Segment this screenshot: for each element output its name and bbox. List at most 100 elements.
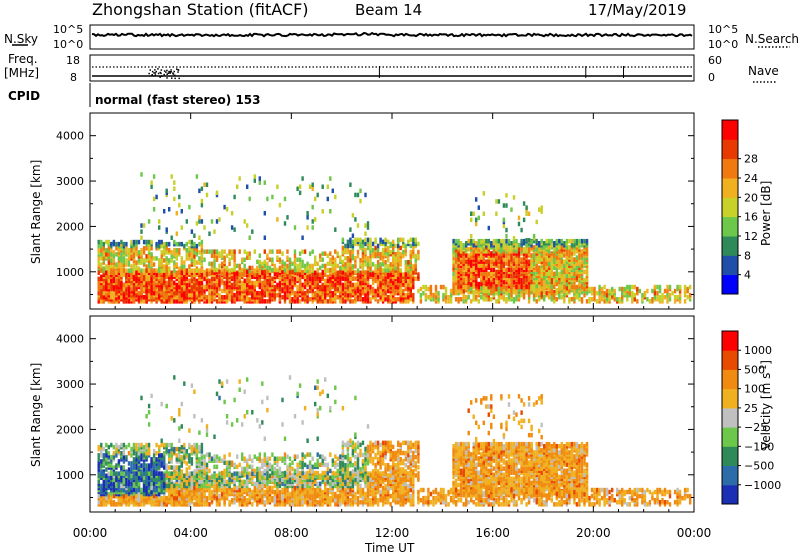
freq-tick-bottom: 8	[70, 71, 77, 84]
heatmap-cell	[180, 209, 183, 214]
heatmap-cell	[658, 295, 662, 300]
heatmap-cell	[256, 282, 259, 288]
heatmap-cell	[683, 284, 687, 290]
heatmap-cell	[155, 241, 158, 247]
heatmap-cell	[170, 235, 173, 240]
heatmap-cell	[414, 237, 417, 243]
heatmap-cell	[193, 295, 196, 300]
heatmap-cell	[147, 288, 151, 294]
heatmap-cell	[147, 446, 151, 452]
heatmap-cell	[293, 225, 297, 230]
heatmap-cell	[173, 260, 176, 265]
heatmap-cell	[263, 249, 266, 254]
heatmap-cell	[198, 241, 201, 247]
heatmap-cell	[346, 297, 350, 302]
range-tick-label: 1000	[56, 266, 84, 279]
heatmap-cell	[120, 264, 123, 269]
heatmap-cell	[306, 261, 309, 267]
heatmap-cell	[663, 288, 667, 294]
heatmap-cell	[467, 277, 470, 283]
heatmap-cell	[417, 241, 420, 247]
heatmap-cell	[105, 449, 108, 454]
heatmap-cell	[525, 290, 528, 295]
heatmap-cell	[173, 264, 176, 269]
heatmap-cell	[389, 249, 392, 255]
heatmap-cell	[246, 223, 249, 228]
heatmap-cell	[520, 279, 523, 285]
heatmap-cell	[522, 247, 526, 252]
heatmap-cell	[354, 217, 357, 222]
heatmap-cell	[543, 284, 546, 290]
heatmap-cell	[225, 207, 229, 212]
heatmap-cell	[165, 469, 168, 474]
heatmap-cell	[120, 295, 123, 300]
heatmap-cell	[510, 207, 513, 212]
heatmap-cell	[100, 239, 103, 245]
heatmap-cell	[505, 257, 508, 262]
frequency-panel: Freq. [MHz] 18 8 60 0 Nave	[4, 52, 779, 84]
heatmap-cell	[575, 238, 579, 244]
heatmap-cell	[195, 268, 199, 273]
heatmap-cell	[137, 295, 141, 300]
heatmap-cell	[163, 209, 166, 214]
heatmap-cell	[220, 271, 224, 277]
heatmap-cell	[271, 280, 274, 286]
heatmap-cell	[532, 271, 536, 277]
heatmap-cell	[168, 258, 171, 263]
heatmap-cell	[527, 259, 531, 264]
heatmap-cell	[412, 270, 415, 275]
heatmap-cell	[444, 290, 448, 296]
heatmap-cell	[389, 282, 392, 288]
heatmap-cell	[495, 247, 498, 252]
heatmap-cell	[545, 271, 548, 277]
heatmap-cell	[243, 268, 246, 273]
heatmap-cell	[168, 457, 171, 462]
heatmap-cell	[349, 262, 352, 267]
heatmap-cell	[414, 253, 417, 259]
heatmap-cell	[200, 262, 204, 267]
heatmap-cell	[236, 263, 239, 269]
heatmap-cell	[195, 221, 199, 226]
heatmap-cell	[152, 465, 156, 470]
heatmap-cell	[535, 299, 538, 304]
heatmap-cell	[142, 467, 146, 472]
heatmap-cell	[281, 269, 284, 275]
heatmap-cell	[210, 249, 214, 254]
heatmap-cell	[102, 241, 105, 247]
heatmap-cell	[233, 227, 236, 232]
heatmap-cell	[283, 278, 287, 284]
heatmap-cell	[480, 255, 483, 260]
heatmap-cell	[296, 276, 299, 282]
heatmap-cell	[366, 237, 370, 243]
heatmap-cell	[127, 290, 131, 296]
heatmap-cell	[376, 247, 380, 253]
heatmap-cell	[298, 299, 302, 304]
heatmap-cell	[115, 252, 118, 257]
heatmap-cell	[364, 247, 367, 253]
heatmap-cell	[515, 263, 518, 268]
heatmap-cell	[233, 253, 236, 258]
heatmap-cell	[195, 280, 199, 286]
heatmap-cell	[404, 272, 407, 277]
heatmap-cell	[140, 442, 143, 448]
heatmap-cell	[392, 253, 395, 259]
heatmap-cell	[346, 266, 350, 271]
heatmap-cell	[213, 267, 216, 273]
noise-panel: N.Sky 10^5 10^0 10^5 10^0 N.Search	[4, 23, 799, 51]
heatmap-cell	[563, 263, 566, 268]
heatmap-cell	[454, 284, 458, 290]
heatmap-cell	[200, 290, 204, 296]
heatmap-cell	[102, 246, 105, 251]
heatmap-cell	[371, 247, 375, 253]
heatmap-cell	[472, 265, 475, 270]
freq-dip-mark	[151, 74, 153, 76]
heatmap-cell	[535, 238, 538, 244]
heatmap-cell	[263, 180, 266, 185]
heatmap-cell	[100, 248, 103, 253]
heatmap-cell	[392, 258, 395, 263]
heatmap-cell	[316, 261, 319, 267]
heatmap-cell	[548, 245, 551, 250]
heatmap-cell	[165, 241, 168, 247]
heatmap-cell	[424, 292, 428, 298]
